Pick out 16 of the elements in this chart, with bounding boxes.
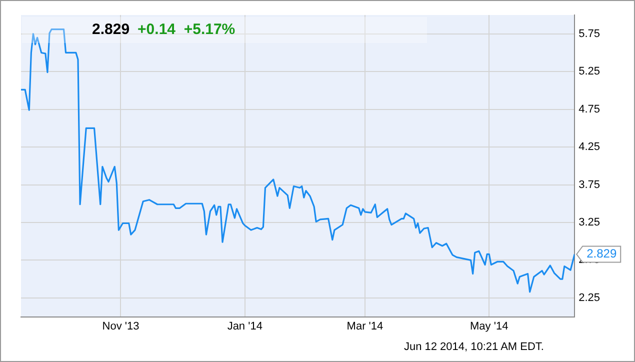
y-tick-label: 4.25 bbox=[578, 141, 600, 154]
annotation: 2.829 bbox=[586, 246, 617, 261]
text: Jun 12 2014, 10:21 AM EDT. bbox=[404, 341, 544, 353]
y-tick-label: 2.25 bbox=[578, 292, 600, 304]
y-tick-label: 4.75 bbox=[578, 103, 600, 116]
chart-subtitle: +0.14 +5.17% bbox=[138, 21, 236, 38]
x-tick-label: May '14 bbox=[470, 320, 508, 332]
x-tick-label: Jan '14 bbox=[227, 320, 262, 332]
title-panel: 2.829 +0.14 +5.17% bbox=[22, 17, 427, 43]
chart-title: 2.829 bbox=[92, 21, 130, 38]
y-tick-label: 3.75 bbox=[578, 178, 600, 191]
y-tick-label: 5.25 bbox=[578, 66, 600, 78]
x-tick-label: Nov '13 bbox=[102, 320, 140, 332]
y-tick-label: 3.25 bbox=[578, 216, 600, 229]
y-tick-label: 5.75 bbox=[578, 28, 600, 40]
x-tick-label: Mar '14 bbox=[346, 320, 384, 332]
